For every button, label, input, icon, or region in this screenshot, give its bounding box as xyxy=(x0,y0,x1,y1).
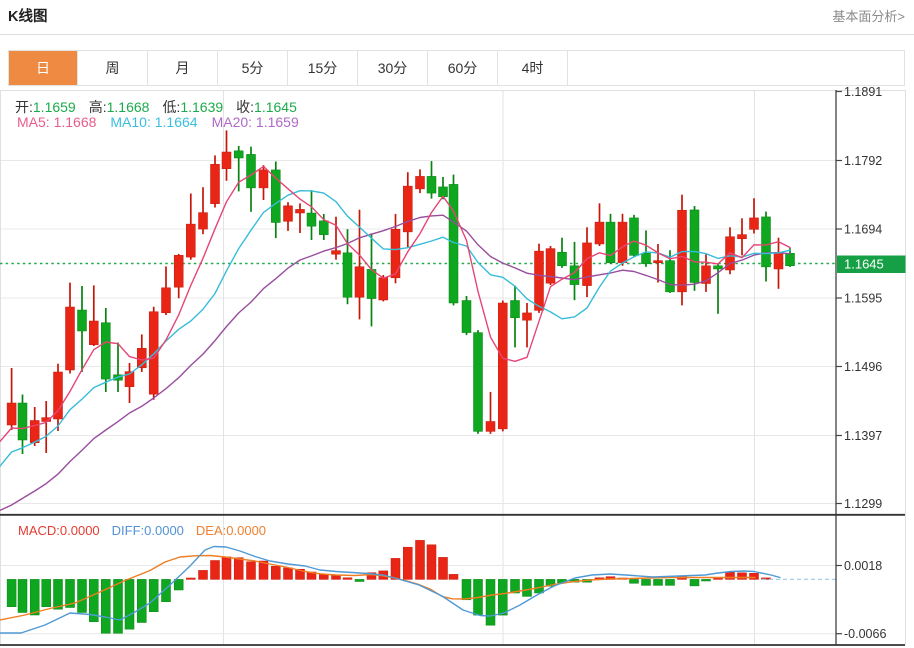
svg-text:1.1496: 1.1496 xyxy=(844,360,882,374)
svg-text:1.1891: 1.1891 xyxy=(844,85,882,99)
svg-text:1.1694: 1.1694 xyxy=(844,223,882,237)
svg-text:-0.0066: -0.0066 xyxy=(844,627,886,641)
svg-text:1.1645: 1.1645 xyxy=(844,257,884,272)
svg-text:1.1397: 1.1397 xyxy=(844,429,882,443)
svg-text:1.1299: 1.1299 xyxy=(844,497,882,511)
svg-text:1.1792: 1.1792 xyxy=(844,154,882,168)
svg-text:1.1595: 1.1595 xyxy=(844,292,882,306)
svg-text:0.0018: 0.0018 xyxy=(844,559,882,573)
